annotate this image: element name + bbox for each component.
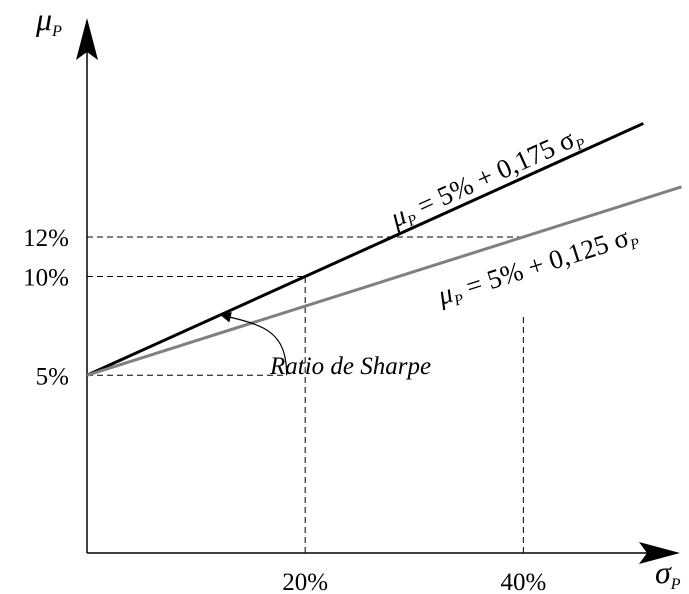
y-tick-label-0: 5% xyxy=(36,363,69,390)
y-axis-title-subscript: P xyxy=(51,23,62,40)
series-line-1 xyxy=(86,185,682,377)
equation-black-text: μP = 5% + 0,175 σP xyxy=(385,120,588,236)
sharpe-ratio-label: Ratio de Sharpe xyxy=(269,353,431,380)
series-lines xyxy=(86,122,682,377)
y-axis-title-symbol: μ xyxy=(35,1,52,37)
x-tick-label-1: 40% xyxy=(500,569,546,594)
equation-black-line: μP = 5% + 0,175 σP xyxy=(385,120,588,236)
y-tick-label-2: 12% xyxy=(23,225,69,252)
sharpe-ratio-arrow xyxy=(220,312,288,376)
axes xyxy=(76,18,680,564)
x-axis-arrowhead xyxy=(639,542,680,564)
x-axis-title: σP xyxy=(655,554,681,593)
guide-lines xyxy=(87,236,524,553)
y-axis-arrowhead xyxy=(76,18,98,60)
eq-gray-sigma-sub: P xyxy=(627,236,642,254)
axis-titles: μP σP xyxy=(35,1,681,593)
x-tick-label-0: 20% xyxy=(282,569,328,594)
y-axis-title: μP xyxy=(35,1,62,40)
x-axis-title-symbol: σ xyxy=(655,554,672,590)
series-line-0 xyxy=(86,122,644,377)
y-tick-label-1: 10% xyxy=(23,265,69,292)
tick-labels: 5% 10% 12% 20% 40% xyxy=(23,225,546,594)
eq-black-body: = 5% + 0,175 σ xyxy=(407,124,580,224)
x-axis-title-subscript: P xyxy=(670,576,681,593)
sharpe-annotation: Ratio de Sharpe xyxy=(220,312,431,380)
eq-gray-body: = 5% + 0,125 σ xyxy=(456,222,633,304)
eq-gray-mu-sub: P xyxy=(451,291,466,309)
